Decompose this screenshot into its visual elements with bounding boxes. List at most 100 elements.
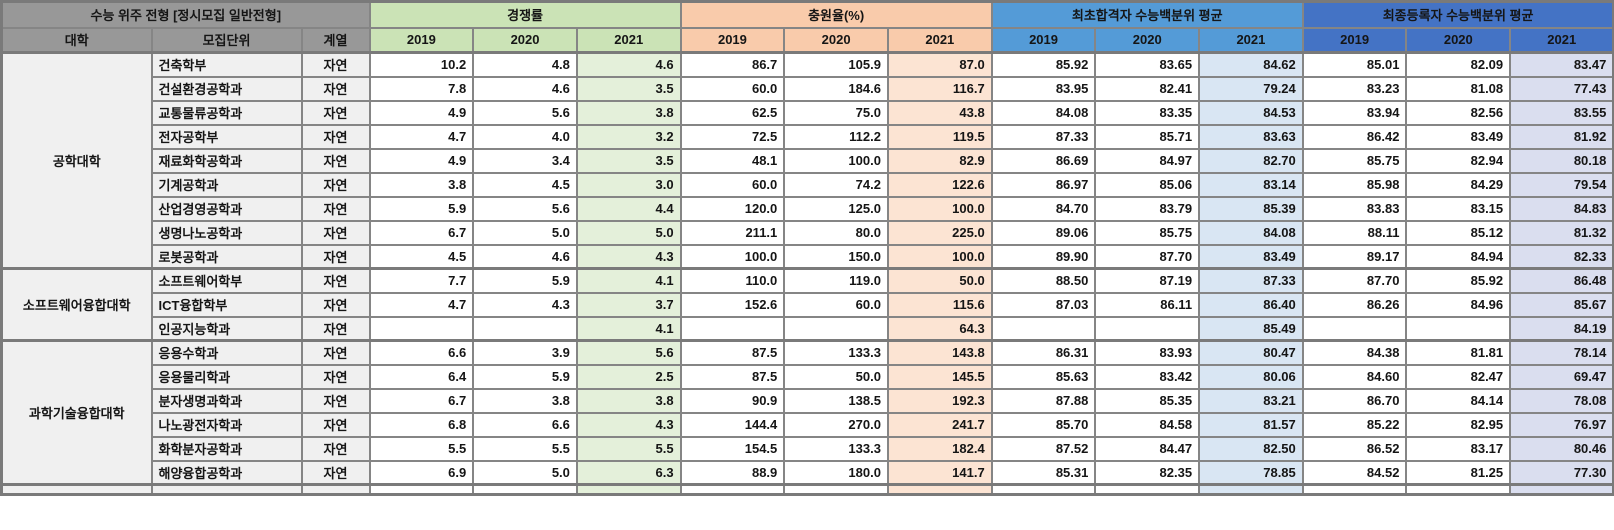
year-header: 2020 <box>1405 26 1512 54</box>
value-cell: 85.31 <box>990 459 1097 486</box>
value-cell: 3.9 <box>472 339 578 366</box>
partial-cell <box>679 483 786 496</box>
partial-row <box>0 483 1614 496</box>
value-cell: 125.0 <box>783 195 889 222</box>
table-title: 수능 위주 전형 [정시모집 일반전형] <box>0 0 371 29</box>
track-cell: 자연 <box>300 267 371 294</box>
value-cell: 89.90 <box>990 243 1097 270</box>
department-cell: 해양융합공학과 <box>150 459 303 486</box>
value-cell <box>1301 315 1408 342</box>
value-cell: 5.0 <box>575 219 682 246</box>
value-cell: 86.48 <box>1509 267 1614 294</box>
value-cell: 6.7 <box>368 387 475 414</box>
value-cell: 83.93 <box>1094 339 1201 366</box>
value-cell: 87.70 <box>1301 267 1408 294</box>
value-cell: 84.94 <box>1405 243 1512 270</box>
header-group-row: 수능 위주 전형 [정시모집 일반전형] 경쟁률 충원율(%) 최초합격자 수능… <box>0 0 1614 29</box>
track-cell: 자연 <box>300 219 371 246</box>
value-cell: 86.40 <box>1198 291 1304 318</box>
value-cell: 84.97 <box>1094 147 1201 174</box>
admissions-stats-table: 수능 위주 전형 [정시모집 일반전형] 경쟁률 충원율(%) 최초합격자 수능… <box>0 0 1614 496</box>
group-header-competition-rate: 경쟁률 <box>368 0 682 29</box>
year-header: 2021 <box>1509 26 1614 54</box>
department-cell: 건축학부 <box>150 51 303 78</box>
value-cell: 83.42 <box>1094 363 1201 390</box>
value-cell: 82.94 <box>1405 147 1512 174</box>
partial-cell <box>1301 483 1408 496</box>
year-header: 2020 <box>1094 26 1201 54</box>
value-cell: 85.01 <box>1301 51 1408 78</box>
partial-cell <box>575 483 682 496</box>
department-cell: 응용수학과 <box>150 339 303 366</box>
value-cell: 3.2 <box>575 123 682 150</box>
value-cell: 119.0 <box>783 267 889 294</box>
value-cell: 87.5 <box>679 363 786 390</box>
value-cell: 87.88 <box>990 387 1097 414</box>
value-cell: 82.70 <box>1198 147 1304 174</box>
table-row: 전자공학부 자연 4.7 4.0 3.2 72.5 112.2 119.5 87.33 85.71… <box>2 123 1614 150</box>
value-cell: 115.6 <box>886 291 993 318</box>
partial-cell <box>783 483 889 496</box>
value-cell: 5.0 <box>472 219 578 246</box>
value-cell: 4.7 <box>368 123 475 150</box>
value-cell: 84.96 <box>1405 291 1512 318</box>
value-cell: 82.41 <box>1094 75 1201 102</box>
value-cell: 5.9 <box>472 363 578 390</box>
table-row: 로봇공학과 자연 4.5 4.6 4.3 100.0 150.0 100.0 89.90 87.7… <box>2 243 1614 270</box>
value-cell: 5.6 <box>472 195 578 222</box>
value-cell: 3.8 <box>575 99 682 126</box>
track-cell: 자연 <box>300 411 371 438</box>
department-cell: 화학분자공학과 <box>150 435 303 462</box>
value-cell: 3.7 <box>575 291 682 318</box>
year-header: 2019 <box>1301 26 1408 54</box>
table-row: 나노광전자학과 자연 6.8 6.6 4.3 144.4 270.0 241.7 85.70 84… <box>2 411 1614 438</box>
value-cell: 4.1 <box>575 315 682 342</box>
value-cell: 81.57 <box>1198 411 1304 438</box>
value-cell: 144.4 <box>679 411 786 438</box>
value-cell: 85.12 <box>1405 219 1512 246</box>
table-row: 생명나노공학과 자연 6.7 5.0 5.0 211.1 80.0 225.0 89.06 85.… <box>2 219 1614 246</box>
value-cell <box>783 315 889 342</box>
value-cell: 81.25 <box>1405 459 1512 486</box>
value-cell: 79.54 <box>1509 171 1614 198</box>
value-cell: 3.5 <box>575 75 682 102</box>
value-cell: 6.4 <box>368 363 475 390</box>
value-cell: 82.33 <box>1509 243 1614 270</box>
value-cell: 85.98 <box>1301 171 1408 198</box>
value-cell: 116.7 <box>886 75 993 102</box>
table-row: 공학대학 건축학부 자연 10.2 4.8 4.6 86.7 105.9 87.0 85.92 83… <box>0 51 1614 270</box>
table-row: 과학기술융합대학 응용수학과 자연 6.6 3.9 5.6 87.5 133.3 143.8 86… <box>0 339 1614 486</box>
value-cell <box>472 315 578 342</box>
value-cell: 85.71 <box>1094 123 1201 150</box>
table-header: 수능 위주 전형 [정시모집 일반전형] 경쟁률 충원율(%) 최초합격자 수능… <box>0 0 1614 54</box>
value-cell: 7.8 <box>368 75 475 102</box>
value-cell: 85.49 <box>1198 315 1304 342</box>
value-cell: 85.67 <box>1509 291 1614 318</box>
value-cell: 3.5 <box>575 147 682 174</box>
value-cell: 83.47 <box>1509 51 1614 78</box>
value-cell: 4.1 <box>575 267 682 294</box>
college-name-cell: 과학기술융합대학 <box>0 339 153 486</box>
track-cell: 자연 <box>300 51 371 78</box>
value-cell: 83.14 <box>1198 171 1304 198</box>
value-cell: 84.08 <box>1198 219 1304 246</box>
value-cell: 6.3 <box>575 459 682 486</box>
table-row: 기계공학과 자연 3.8 4.5 3.0 60.0 74.2 122.6 86.97 85.06 8… <box>2 171 1614 198</box>
partial-cell <box>0 483 153 496</box>
value-cell: 6.8 <box>368 411 475 438</box>
value-cell: 5.5 <box>472 435 578 462</box>
year-header: 2021 <box>886 26 993 54</box>
value-cell: 85.22 <box>1301 411 1408 438</box>
track-cell: 자연 <box>300 195 371 222</box>
department-cell: 재료화학공학과 <box>150 147 303 174</box>
value-cell: 82.56 <box>1405 99 1512 126</box>
value-cell: 87.0 <box>886 51 993 78</box>
value-cell: 5.5 <box>368 435 475 462</box>
header-year-row: 대학 모집단위 계열 2019 2020 2021 2019 2020 2021… <box>0 26 1614 54</box>
value-cell: 6.6 <box>368 339 475 366</box>
value-cell: 100.0 <box>679 243 786 270</box>
department-cell: 교통물류공학과 <box>150 99 303 126</box>
partial-cell <box>150 483 303 496</box>
value-cell: 81.81 <box>1405 339 1512 366</box>
value-cell <box>679 315 786 342</box>
